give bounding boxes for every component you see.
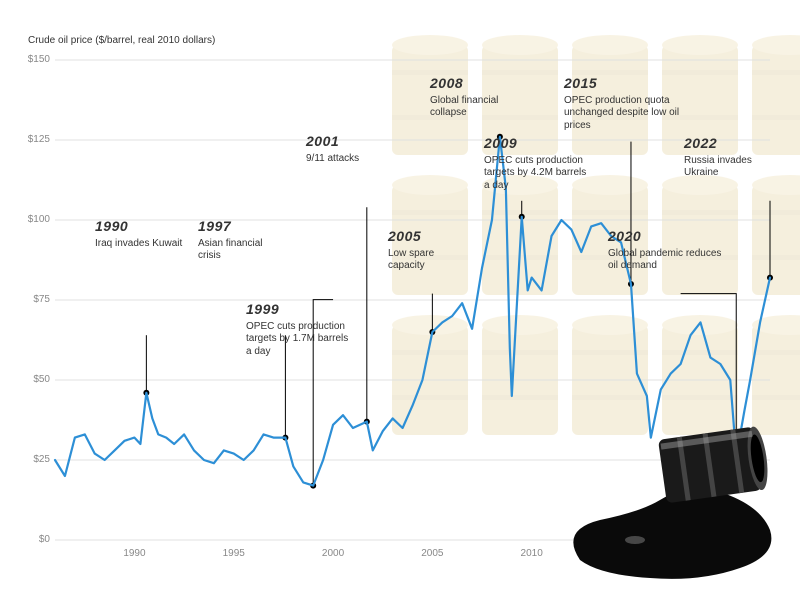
oil-barrel (658, 425, 771, 503)
oil-price-chart: Crude oil price ($/barrel, real 2010 dol… (0, 0, 800, 600)
foreground-decor (0, 0, 800, 600)
